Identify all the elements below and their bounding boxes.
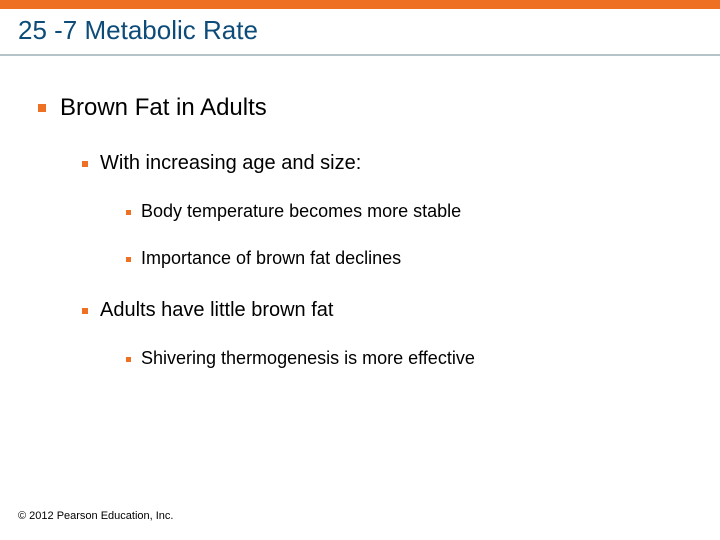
list-item-text: Importance of brown fat declines	[141, 248, 401, 269]
title-underline	[0, 54, 720, 56]
list-item-text: Adults have little brown fat	[100, 299, 333, 322]
title-row: 25 -7 Metabolic Rate	[0, 9, 720, 54]
bullet-list: Brown Fat in Adults With increasing age a…	[18, 94, 702, 369]
top-accent-bar	[0, 0, 720, 9]
bullet-icon	[82, 308, 88, 314]
list-item: Brown Fat in Adults	[18, 94, 702, 122]
list-item-text: With increasing age and size:	[100, 152, 361, 175]
bullet-icon	[126, 257, 131, 262]
list-item: Adults have little brown fat	[18, 299, 702, 322]
list-item-text: Brown Fat in Adults	[60, 94, 267, 122]
list-item: Body temperature becomes more stable	[18, 201, 702, 222]
list-item: Shivering thermogenesis is more effectiv…	[18, 348, 702, 369]
list-item-text: Body temperature becomes more stable	[141, 201, 461, 222]
copyright-footer: © 2012 Pearson Education, Inc.	[18, 510, 173, 522]
bullet-icon	[126, 357, 131, 362]
bullet-icon	[38, 104, 46, 112]
bullet-icon	[126, 210, 131, 215]
slide-title: 25 -7 Metabolic Rate	[18, 15, 702, 46]
bullet-icon	[82, 161, 88, 167]
list-item: Importance of brown fat declines	[18, 248, 702, 269]
list-item-text: Shivering thermogenesis is more effectiv…	[141, 348, 475, 369]
list-item: With increasing age and size:	[18, 152, 702, 175]
content-area: Brown Fat in Adults With increasing age a…	[0, 94, 720, 369]
